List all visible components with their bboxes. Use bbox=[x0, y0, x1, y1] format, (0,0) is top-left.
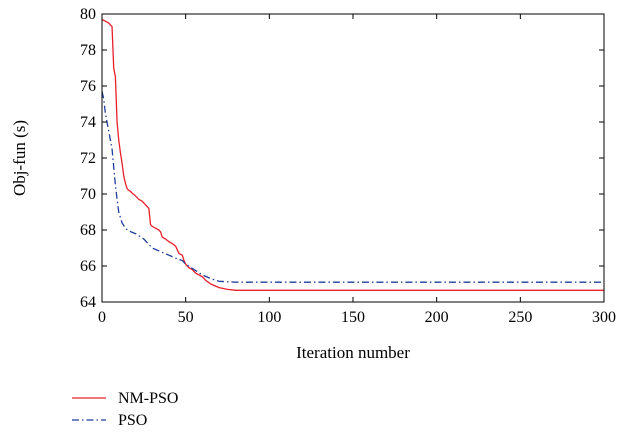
legend-label-pso: PSO bbox=[118, 412, 147, 429]
legend: NM-PSO PSO bbox=[72, 390, 178, 429]
x-tick-label: 150 bbox=[341, 309, 365, 326]
y-tick-label: 80 bbox=[80, 6, 96, 23]
x-tick-label: 250 bbox=[508, 309, 532, 326]
y-tick-label: 74 bbox=[80, 114, 96, 131]
y-axis-label: Obj-fun (s) bbox=[10, 120, 29, 196]
x-tick-label: 100 bbox=[257, 309, 281, 326]
y-tick-label: 70 bbox=[80, 186, 96, 203]
y-tick-label: 76 bbox=[80, 78, 96, 95]
x-tick-label: 300 bbox=[592, 309, 616, 326]
y-tick-label: 66 bbox=[80, 258, 96, 275]
x-axis-label: Iteration number bbox=[296, 343, 410, 362]
plot-content bbox=[102, 18, 604, 291]
x-tick-label: 50 bbox=[178, 309, 194, 326]
x-tick-label: 200 bbox=[425, 309, 449, 326]
y-tick-label: 72 bbox=[80, 150, 96, 167]
y-tick-label: 68 bbox=[80, 222, 96, 239]
y-axis: 64 66 68 70 72 74 76 78 80 bbox=[80, 6, 604, 311]
y-tick-label: 78 bbox=[80, 42, 96, 59]
x-axis: 0 50 100 150 200 250 300 bbox=[98, 14, 616, 326]
series-line-nm-pso bbox=[102, 18, 604, 291]
x-tick-label: 0 bbox=[98, 309, 106, 326]
plot-frame bbox=[101, 13, 605, 303]
series-line-pso bbox=[102, 91, 604, 283]
y-tick-label: 64 bbox=[80, 294, 96, 311]
legend-label-nm-pso: NM-PSO bbox=[118, 390, 178, 407]
